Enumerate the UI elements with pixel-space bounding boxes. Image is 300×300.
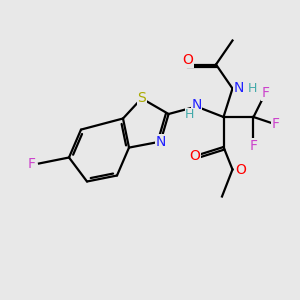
Text: O: O [182, 53, 193, 67]
Text: N: N [234, 82, 244, 95]
Text: O: O [236, 163, 246, 176]
Text: S: S [137, 92, 146, 105]
Text: F: F [272, 118, 280, 131]
Text: N: N [155, 135, 166, 148]
Text: F: F [28, 157, 36, 170]
Text: O: O [190, 149, 200, 163]
Text: F: F [262, 86, 269, 100]
Text: F: F [250, 139, 257, 152]
Text: H: H [185, 108, 195, 122]
Text: N: N [191, 98, 202, 112]
Text: H: H [248, 82, 257, 95]
